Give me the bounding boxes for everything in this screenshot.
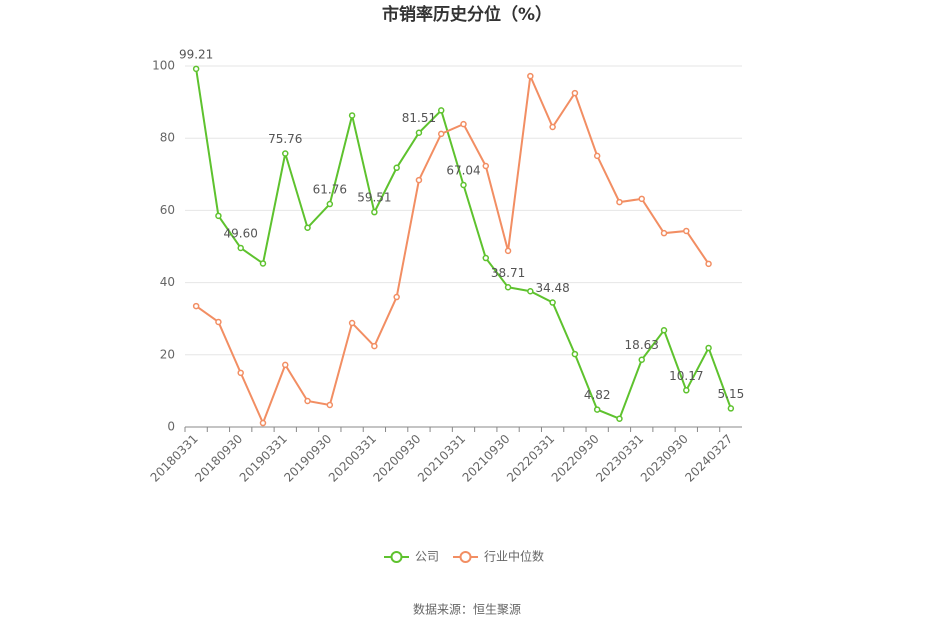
point <box>415 129 423 136</box>
point <box>638 356 645 363</box>
point <box>527 288 534 295</box>
point <box>437 107 445 114</box>
point <box>660 229 668 237</box>
value-label: 81.51 <box>402 111 436 125</box>
point <box>683 387 690 394</box>
value-label: 10.17 <box>669 369 703 383</box>
point <box>482 162 490 170</box>
point <box>237 369 244 377</box>
y-tick-label: 80 <box>160 131 175 145</box>
point <box>593 406 601 413</box>
point <box>482 254 490 262</box>
point <box>326 200 334 208</box>
point <box>683 227 690 235</box>
value-label: 49.60 <box>224 226 258 240</box>
value-label: 18.63 <box>625 338 659 352</box>
value-label: 59.51 <box>357 191 391 205</box>
point <box>393 293 400 301</box>
value-label: 67.04 <box>446 163 480 177</box>
point <box>660 327 668 334</box>
point <box>705 260 712 268</box>
point <box>504 284 512 291</box>
point <box>638 195 645 203</box>
point <box>215 212 222 220</box>
point <box>259 260 267 267</box>
y-tick-label: 0 <box>167 420 175 434</box>
y-tick-label: 100 <box>152 59 175 73</box>
point <box>616 415 623 422</box>
series-line <box>195 72 710 426</box>
point <box>348 112 356 119</box>
point <box>371 208 378 216</box>
point <box>348 319 356 327</box>
y-tick-label: 40 <box>160 275 175 289</box>
value-label: 5.15 <box>718 387 745 401</box>
point <box>326 401 334 409</box>
legend-label: 行业中位数 <box>484 549 544 564</box>
point <box>415 176 423 184</box>
chart-title: 市销率历史分位（%） <box>382 4 552 25</box>
value-label: 38.71 <box>491 266 525 280</box>
y-tick-label: 60 <box>160 203 175 217</box>
legend-marker <box>390 551 403 563</box>
value-label: 75.76 <box>268 132 302 146</box>
point <box>549 299 556 306</box>
point <box>371 342 378 350</box>
legend-marker <box>459 551 472 563</box>
point <box>727 405 735 412</box>
point <box>192 65 200 73</box>
point <box>237 244 244 252</box>
y-tick-label: 20 <box>160 347 175 361</box>
point <box>437 130 445 138</box>
point <box>304 397 311 405</box>
point <box>460 181 467 189</box>
point <box>304 224 311 231</box>
point <box>571 89 579 97</box>
value-label: 34.48 <box>535 281 569 295</box>
point <box>593 152 601 160</box>
point <box>571 350 579 358</box>
point <box>259 419 267 427</box>
point <box>616 198 623 206</box>
x-tick-label: 20240327 <box>682 432 735 485</box>
point <box>504 247 512 255</box>
point <box>460 120 467 128</box>
point <box>215 318 222 326</box>
point <box>527 72 534 80</box>
value-label: 61.76 <box>313 183 347 197</box>
point <box>705 344 712 352</box>
value-label: 99.21 <box>179 47 213 61</box>
value-label: 4.82 <box>584 388 611 402</box>
source-note: 数据来源：恒生聚源 <box>413 602 521 617</box>
point <box>282 361 289 369</box>
point <box>393 164 400 172</box>
point <box>192 302 200 310</box>
legend-label: 公司 <box>415 550 439 564</box>
point <box>282 150 289 157</box>
point <box>549 123 556 131</box>
